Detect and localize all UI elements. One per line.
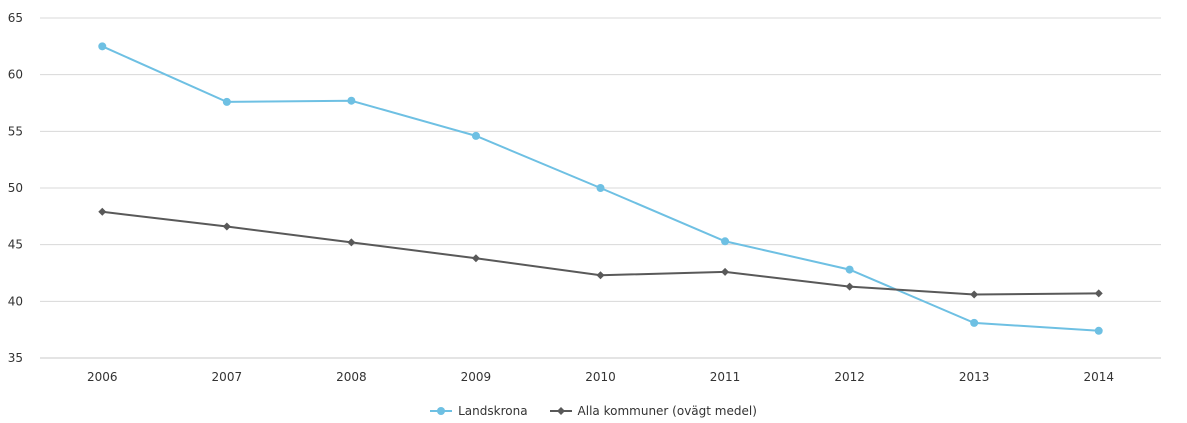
- data-point: [721, 237, 730, 246]
- data-point: [970, 318, 979, 327]
- data-point: [347, 238, 356, 247]
- y-tick-label: 45: [8, 238, 23, 252]
- data-point: [471, 254, 480, 263]
- y-tick-label: 40: [8, 294, 23, 308]
- x-tick-label: 2008: [336, 370, 367, 384]
- data-point: [596, 184, 605, 192]
- x-tick-label: 2007: [212, 370, 243, 384]
- y-tick-label: 50: [8, 181, 23, 195]
- data-point: [471, 131, 480, 140]
- chart-legend: Landskrona Alla kommuner (ovägt medel): [0, 404, 1187, 418]
- data-point: [1094, 289, 1103, 298]
- legend-label: Alla kommuner (ovägt medel): [577, 404, 757, 418]
- y-tick-label: 35: [8, 351, 23, 365]
- series-line-2: [102, 210, 1099, 296]
- data-point: [970, 290, 979, 299]
- data-point: [222, 222, 231, 231]
- x-tick-label: 2009: [461, 370, 492, 384]
- x-tick-label: 2014: [1083, 370, 1114, 384]
- data-point: [845, 265, 854, 274]
- data-point: [1094, 326, 1103, 335]
- legend-item[interactable]: Alla kommuner (ovägt medel): [549, 404, 757, 418]
- legend-marker-icon: [549, 407, 572, 415]
- legend-marker-icon: [430, 407, 453, 415]
- y-tick-label: 65: [8, 11, 23, 25]
- x-tick-label: 2013: [959, 370, 990, 384]
- data-point: [347, 96, 356, 105]
- data-point: [596, 271, 605, 280]
- data-point: [845, 282, 854, 291]
- x-tick-label: 2011: [710, 370, 741, 384]
- legend-item[interactable]: Landskrona: [430, 404, 528, 418]
- x-tick-label: 2006: [87, 370, 118, 384]
- y-tick-label: 60: [8, 68, 23, 82]
- line-chart: 35 40 45 50 55 60 65 2006 2007 2008 2009 2010 2011 20…: [8, 11, 1161, 384]
- x-tick-label: 2010: [585, 370, 616, 384]
- data-point: [98, 42, 107, 51]
- data-point: [98, 207, 107, 216]
- legend-label: Landskrona: [458, 404, 528, 418]
- data-point: [222, 97, 231, 106]
- x-tick-label: 2012: [834, 370, 865, 384]
- y-tick-label: 55: [8, 124, 23, 138]
- data-point: [721, 267, 730, 276]
